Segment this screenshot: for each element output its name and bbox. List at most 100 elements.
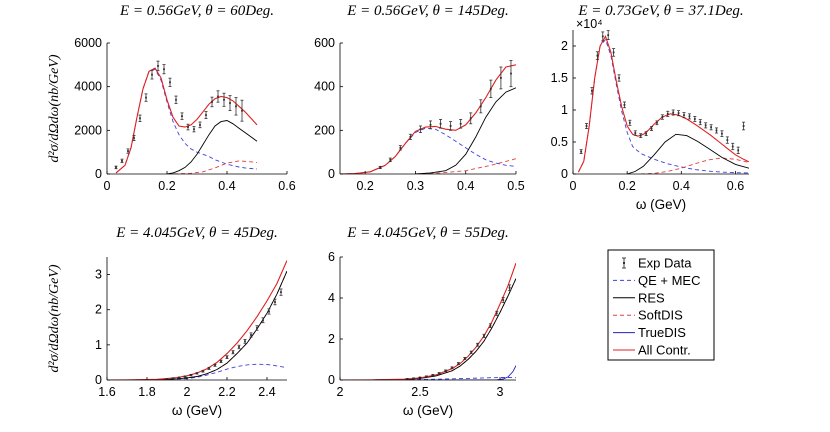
series-line-true [340,365,516,380]
data-point [644,131,648,137]
data-point [213,363,217,367]
x-tick-label: 0.2 [356,179,373,193]
y-tick-label: 2 [328,332,335,346]
data-point [255,325,259,331]
data-point [132,134,136,141]
series-line-all [115,67,258,174]
data-point [189,373,193,377]
legend-entry-res: RES [613,290,665,305]
data-point [424,375,428,378]
data-point [234,97,238,116]
data-point [687,113,691,120]
data-point [736,146,740,154]
data-point [579,149,583,154]
data-point [606,30,610,40]
x-tick-label: 0.4 [218,179,235,193]
data-point [237,344,241,350]
x-tick-label: 0.4 [457,179,474,193]
series-line-soft [340,278,516,380]
data-point [709,124,713,131]
data-point [444,369,448,372]
data-point [499,66,503,90]
data-point [225,355,229,359]
data-point [162,64,166,75]
series-line-all [577,35,749,173]
x-tick-label: 3 [497,385,504,399]
series-line-res [166,120,258,174]
series-line-res [107,270,287,380]
data-point [660,114,664,120]
data-point [150,69,154,80]
data-point [378,165,382,169]
data-point [693,116,697,122]
x-tick-label: 0 [104,179,111,193]
series-line-soft [415,158,516,174]
data-point [165,378,169,380]
data-point [501,297,505,303]
y-tick-label: 1.5 [551,71,568,85]
y-tick-label: 0 [95,167,102,181]
data-point [677,110,681,117]
data-point [459,119,463,129]
x-tick-label: 0 [570,179,577,193]
data-point [489,79,493,98]
legend-label: Exp Data [638,256,692,271]
data-point [666,110,670,117]
series-line-qe [340,127,516,174]
data-point [463,357,467,360]
x-tick-label: 0.6 [278,179,295,193]
x-axis-label: ω (GeV) [172,403,222,418]
data-point [731,142,735,151]
series-line-all [340,262,516,380]
series-line-res [415,87,516,174]
legend-entry-exp: Exp Data [622,256,692,271]
data-point [177,376,181,379]
subplot-title: E = 0.56GeV, θ = 60Deg. [119,3,274,19]
data-point [617,74,621,82]
data-point [725,136,729,144]
data-point [715,127,719,134]
data-point [240,99,244,122]
legend-label: SoftDIS [638,308,683,323]
data-point [698,119,702,126]
legend-entries: Exp Data QE + MEC RES SoftDIS TrueDIS All Con… [613,256,701,358]
y-axis-label: d²σ/dΩdω(nb/GeV) [47,54,62,162]
data-point [207,366,211,370]
data-point [138,114,142,122]
data-point [216,90,220,103]
x-tick-label: 1.8 [138,385,155,399]
y-tick-label: 0.5 [551,135,568,149]
legend-entry-qe: QE + MEC [613,273,701,288]
data-point [231,350,235,355]
y-tick-label: 400 [314,80,335,94]
data-point [509,60,513,88]
data-point [261,317,265,324]
data-point [479,99,483,114]
y-tick-label: 0 [328,167,335,181]
y-tick-label: 2 [561,39,568,53]
series-line-qe [107,363,287,380]
x-tick-label: 0.2 [158,179,175,193]
x-tick-label: 0.3 [407,179,424,193]
y-tick-label: 0 [95,373,102,387]
series-line-qe [115,68,258,174]
data-point [650,126,654,131]
data-point [273,298,277,306]
x-tick-label: 0.2 [618,179,635,193]
x-axis-label: ω (GeV) [636,197,686,212]
subplot-title: E = 4.045GeV, θ = 45Deg. [115,225,277,241]
data-point [222,92,226,107]
data-point [622,101,626,109]
x-tick-label: 1.6 [98,385,115,399]
y-tick-label: 6 [328,250,335,264]
series-line-res [627,133,749,174]
subplot-3: E = 0.73GeV, θ = 37.1Deg. 0 0.2 0.4 0.6 0 0.5 1… [551,3,749,212]
y-tick-label: 4000 [74,80,102,94]
data-point [249,332,253,338]
x-tick-label: 2.2 [218,385,235,399]
x-axis-label: ω (GeV) [403,403,453,418]
x-tick-label: 0.6 [727,179,744,193]
data-point [742,121,746,131]
